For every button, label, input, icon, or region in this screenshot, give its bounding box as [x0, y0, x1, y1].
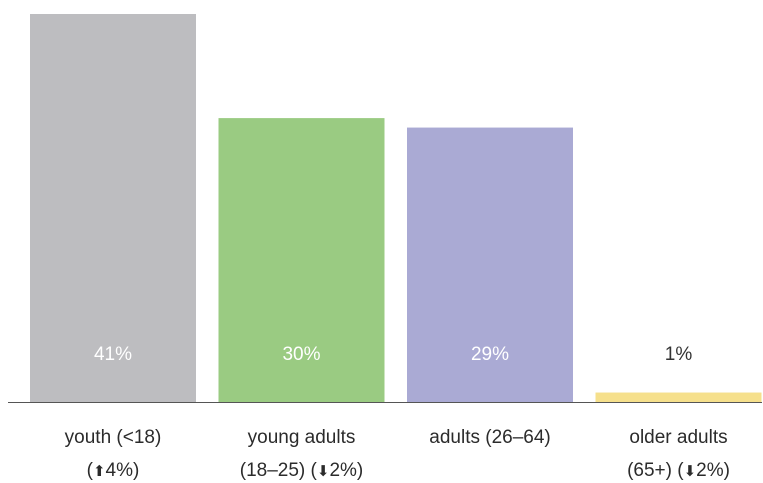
bar: [595, 392, 762, 402]
category-change-label: (18–25) (⬇2%): [240, 460, 363, 481]
bar: [30, 14, 196, 402]
category-sublabel-prefix: (18–25) (: [240, 460, 318, 481]
value-label: 29%: [471, 344, 509, 365]
value-label: 41%: [94, 344, 132, 365]
category-labels-group: youth (<18)(⬆4%)young adults(18–25) (⬇2%…: [65, 427, 730, 481]
category-sublabel-prefix: (: [87, 460, 94, 481]
down-arrow-icon: ⬇: [684, 462, 697, 480]
bar: [218, 118, 385, 402]
category-change-value: 4%): [106, 460, 140, 481]
category-label: youth (<18): [65, 427, 162, 448]
bar: [407, 127, 573, 402]
category-change-label: (65+) (⬇2%): [627, 460, 730, 481]
category-sublabel-prefix: (65+) (: [627, 460, 684, 481]
up-arrow-icon: ⬆: [93, 462, 106, 480]
bars-group: [30, 14, 762, 402]
category-change-value: 2%): [696, 460, 730, 481]
value-labels-group: 41% 30% 29% 1%: [94, 344, 692, 365]
category-label: adults (26–64): [429, 427, 550, 448]
category-label: young adults: [248, 427, 356, 448]
down-arrow-icon: ⬇: [317, 462, 330, 480]
value-label: 1%: [665, 344, 693, 365]
category-label: older adults: [629, 427, 727, 448]
value-label: 30%: [282, 344, 320, 365]
category-change-label: (⬆4%): [87, 460, 140, 481]
category-change-value: 2%): [329, 460, 363, 481]
